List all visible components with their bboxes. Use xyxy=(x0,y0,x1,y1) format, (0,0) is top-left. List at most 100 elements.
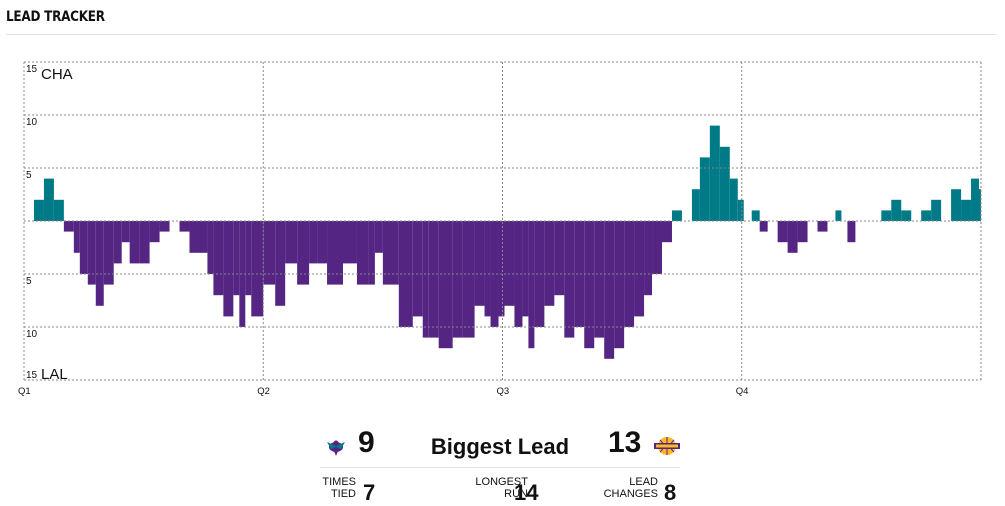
lead-bar xyxy=(239,221,246,327)
lead-changes-value: 8 xyxy=(664,480,677,505)
lead-bar xyxy=(574,221,585,327)
lead-bar xyxy=(263,221,276,285)
lead-bar xyxy=(847,221,856,243)
lead-bar xyxy=(709,125,720,221)
lead-bar xyxy=(817,221,828,232)
lead-bar xyxy=(245,221,252,296)
lead-bar xyxy=(901,210,912,221)
lead-bar xyxy=(189,221,208,253)
cha-biggest-lead: 9 xyxy=(358,426,375,459)
longest-run-value: 14 xyxy=(514,480,539,505)
lead-bar xyxy=(751,210,760,221)
lead-bar xyxy=(797,221,808,243)
lead-bar xyxy=(514,221,523,327)
lead-bar xyxy=(129,221,140,264)
lead-bar xyxy=(979,189,981,221)
team-label-bottom: LAL xyxy=(41,366,68,383)
lead-bar xyxy=(891,199,902,221)
lead-bar xyxy=(835,210,842,221)
times-tied-label-2: TIED xyxy=(330,488,356,500)
lead-bar xyxy=(179,221,190,232)
lead-bar xyxy=(87,221,96,285)
lead-bar xyxy=(961,199,972,221)
lakers-logo-icon xyxy=(652,434,682,463)
section-header: LEAD TRACKER xyxy=(6,8,996,35)
lead-bar xyxy=(428,221,439,338)
lead-bar xyxy=(652,221,662,274)
lead-bar xyxy=(79,221,88,274)
y-tick-label: 5 xyxy=(26,276,32,287)
lead-bar xyxy=(498,221,505,317)
lead-bar xyxy=(594,221,605,338)
game-summary: 9 Biggest Lead 13 TIMES TIED 7 LONGEST R… xyxy=(320,420,680,506)
lead-bar xyxy=(881,210,892,221)
lead-bar xyxy=(787,221,798,253)
y-tick-label: 15 xyxy=(26,64,38,75)
lead-bar xyxy=(309,221,318,264)
summary-divider xyxy=(320,467,680,468)
lead-bar xyxy=(737,199,744,221)
lead-bar xyxy=(275,221,286,306)
longest-run-label-1: LONGEST xyxy=(475,476,528,488)
lead-bar xyxy=(474,221,485,306)
biggest-lead-label: Biggest Lead xyxy=(430,434,570,459)
lead-bar xyxy=(971,178,980,221)
lead-bar xyxy=(462,221,475,338)
quarter-label: Q3 xyxy=(497,386,510,397)
lead-bar xyxy=(33,199,44,221)
chart-grid xyxy=(23,61,982,381)
lead-bar xyxy=(207,221,214,274)
hornet-logo-icon xyxy=(324,434,348,463)
lead-bar xyxy=(951,189,962,221)
lead-bar xyxy=(544,221,555,306)
lead-bar xyxy=(931,199,942,221)
lead-changes-label-2: CHANGES xyxy=(603,488,658,500)
lead-bar xyxy=(374,221,383,253)
lead-bar xyxy=(614,221,625,349)
lead-bar xyxy=(327,221,343,285)
lead-bar xyxy=(777,221,788,243)
times-tied-label-1: TIMES xyxy=(322,476,356,488)
lead-bar xyxy=(73,221,80,253)
lead-bar xyxy=(528,221,535,349)
lead-bar xyxy=(422,221,429,338)
lead-bar xyxy=(356,221,369,285)
lead-bar xyxy=(297,221,310,285)
lead-bar xyxy=(43,178,54,221)
lead-bar xyxy=(534,221,545,327)
lead-bar xyxy=(159,221,170,232)
lead-bar xyxy=(604,221,615,359)
lead-changes-label-1: LEAD xyxy=(629,476,658,488)
lead-bar xyxy=(484,221,491,317)
lead-bar xyxy=(251,221,264,317)
lead-bar xyxy=(564,221,575,338)
y-tick-label: 10 xyxy=(26,329,38,340)
lead-changes-stat: LEAD CHANGES 8 xyxy=(590,476,680,505)
section-title: LEAD TRACKER xyxy=(6,9,105,25)
lead-bar xyxy=(729,178,738,221)
longest-run-stat: LONGEST RUN 14 xyxy=(440,476,560,505)
lead-bar xyxy=(103,221,114,285)
lead-bar xyxy=(53,199,64,221)
biggest-lead-row: 9 Biggest Lead 13 xyxy=(320,424,680,464)
lead-bar xyxy=(382,221,399,285)
lead-bar xyxy=(113,221,122,264)
lead-bar xyxy=(149,221,160,243)
lead-bar xyxy=(343,221,357,264)
lead-bar xyxy=(699,157,710,221)
y-tick-label: 10 xyxy=(26,117,38,128)
quarter-label: Q1 xyxy=(18,386,31,397)
lead-bar xyxy=(634,221,645,317)
team-label-top: CHA xyxy=(41,66,73,83)
lead-bar xyxy=(554,221,565,296)
longest-run-label-2: RUN xyxy=(504,488,528,500)
lead-bar xyxy=(139,221,150,264)
lead-bar xyxy=(719,146,730,221)
lead-bar xyxy=(95,221,104,306)
times-tied-value: 7 xyxy=(363,480,376,505)
lead-bar xyxy=(671,210,682,221)
lead-bar xyxy=(412,221,423,317)
quarter-label: Q2 xyxy=(257,386,270,397)
